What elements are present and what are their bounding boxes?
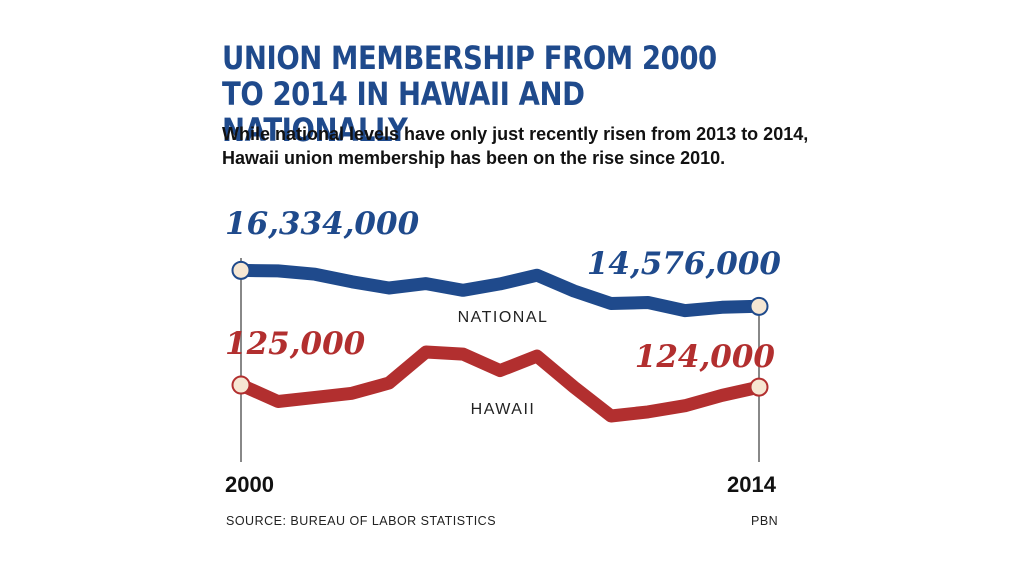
series-point-hawaii-end xyxy=(749,377,769,397)
series-point-national-start xyxy=(231,260,251,280)
data-label-national-start: 16,334,000 xyxy=(225,206,420,242)
chart-title: UNION MEMBERSHIP FROM 2000 TO 2014 IN HA… xyxy=(222,39,717,149)
series-line-national xyxy=(234,263,766,318)
source-note: SOURCE: BUREAU OF LABOR STATISTICS xyxy=(226,514,497,528)
series-line-hawaii xyxy=(234,345,766,423)
x-tick-label-end: 2014 xyxy=(727,472,777,497)
data-label-national-end: 14,576,000 xyxy=(587,246,782,282)
x-tick-label-start: 2000 xyxy=(225,472,274,497)
data-label-hawaii-start: 125,000 xyxy=(225,326,366,362)
series-name-national: NATIONAL xyxy=(458,309,549,326)
chart-subtitle: While national levels have only just rec… xyxy=(222,124,809,168)
series-point-hawaii-start xyxy=(231,375,251,395)
credit: PBN xyxy=(751,514,779,528)
series-name-hawaii: HAWAII xyxy=(471,401,536,418)
data-label-hawaii-end: 124,000 xyxy=(635,339,776,375)
series-point-national-end xyxy=(749,296,769,316)
